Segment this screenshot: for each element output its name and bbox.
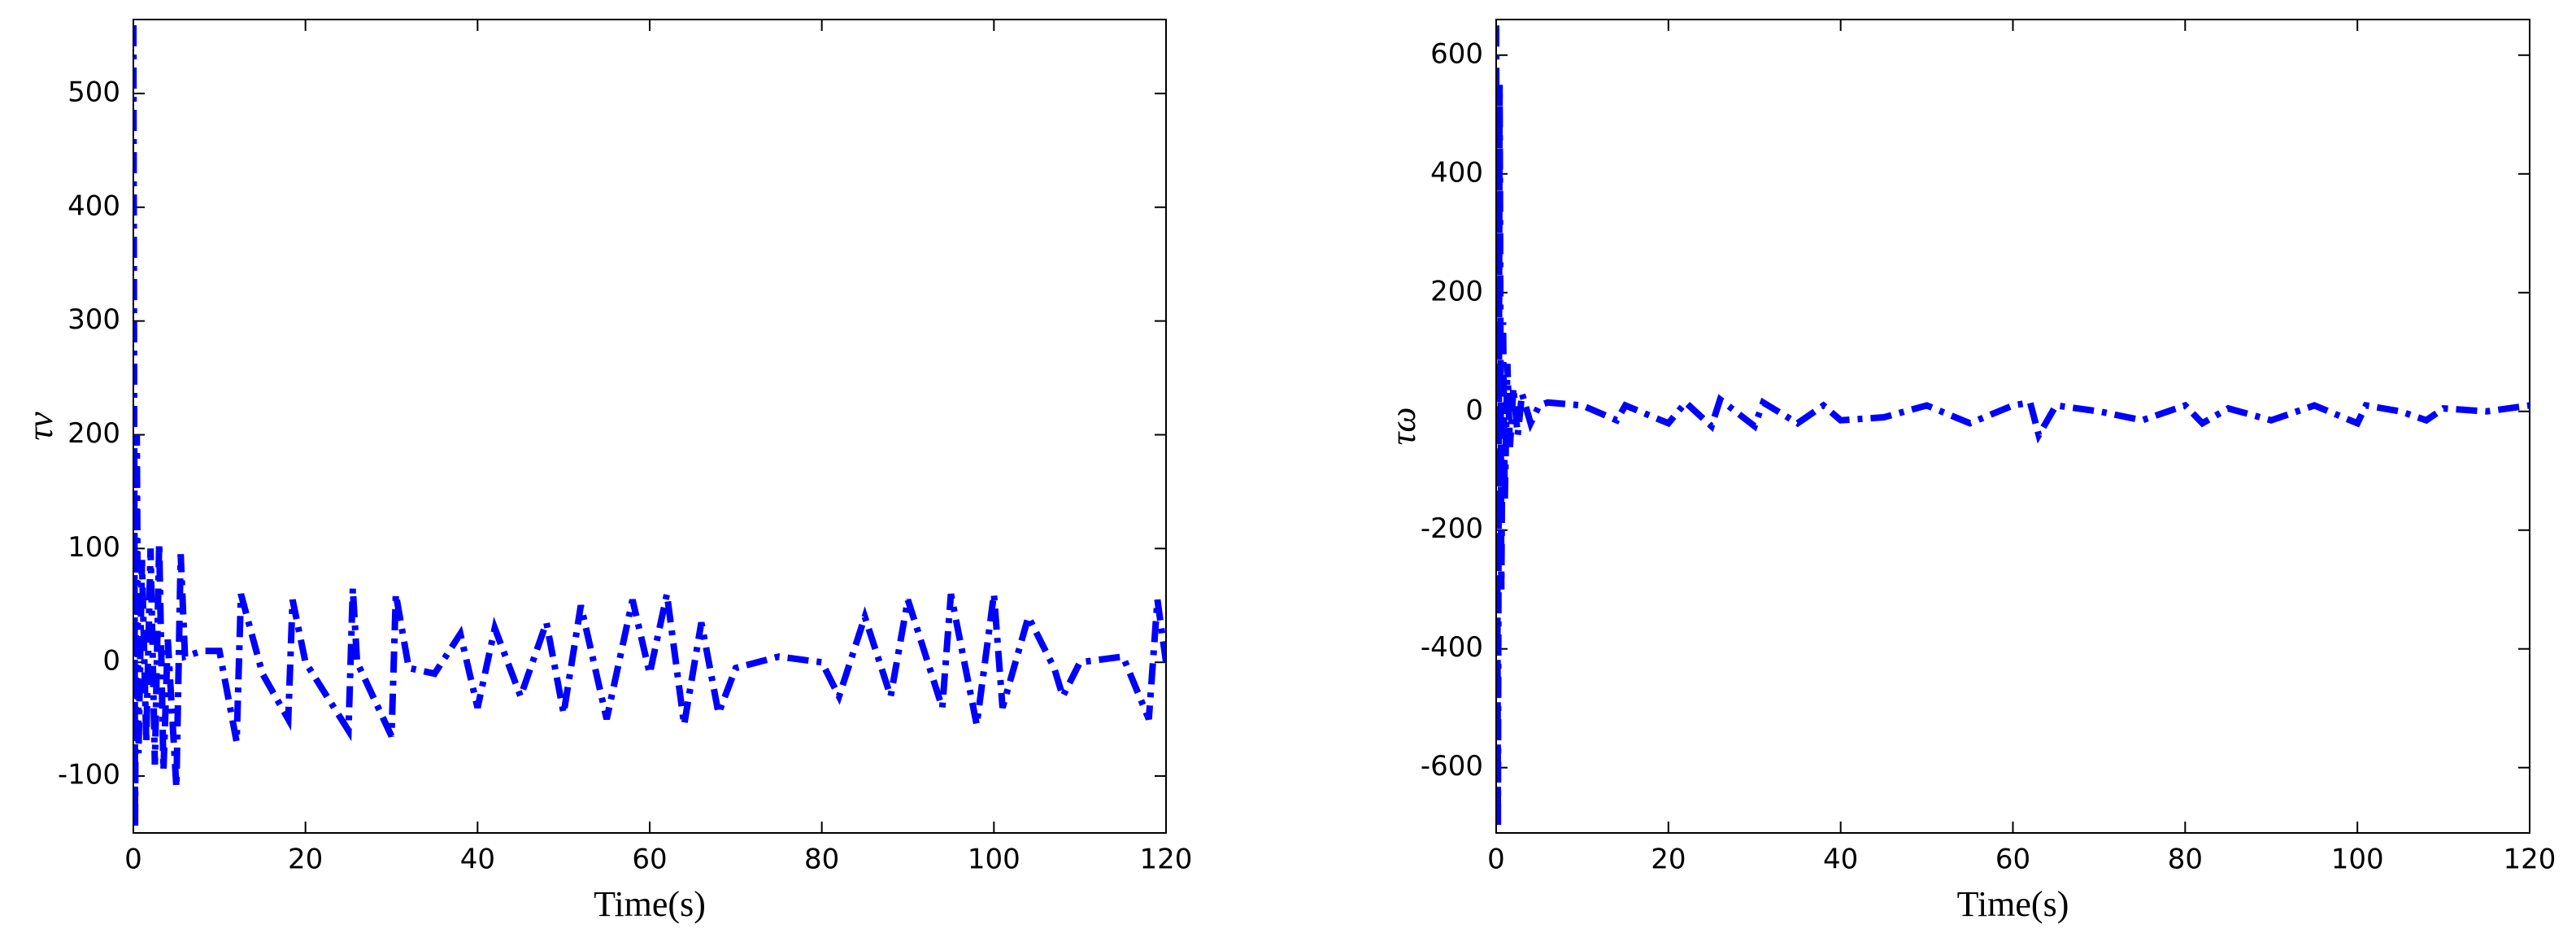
x-tick-label: 20 (288, 844, 323, 876)
y-tick-label: 0 (102, 645, 120, 678)
y-tick-label: 200 (1430, 275, 1483, 307)
x-tick-label: 100 (2331, 844, 2384, 876)
y-axis-label: τv (20, 412, 60, 441)
x-tick-label: 100 (968, 844, 1020, 876)
y-tick-label: 100 (67, 531, 120, 564)
x-axis-label: Time(s) (594, 884, 706, 924)
data-line (133, 24, 1166, 828)
x-tick-label: 0 (124, 844, 142, 876)
y-tick-label: 500 (67, 76, 120, 108)
x-tick-label: 120 (2504, 844, 2556, 876)
y-tick-label: 600 (1430, 37, 1483, 70)
x-tick-label: 40 (1823, 844, 1858, 876)
x-tick-label: 120 (1140, 844, 1193, 876)
y-tick-label: 200 (67, 417, 120, 450)
y-tick-label: 400 (67, 190, 120, 222)
y-tick-label: 400 (1430, 156, 1483, 189)
data-line (1496, 25, 2530, 827)
y-axis-label: τω (1383, 408, 1423, 446)
x-tick-label: 0 (1487, 844, 1505, 876)
x-tick-label: 60 (1995, 844, 2030, 876)
y-tick-label: -100 (58, 759, 120, 791)
axes-box (133, 19, 1167, 834)
y-tick-label: -400 (1421, 631, 1483, 664)
x-tick-label: 80 (2168, 844, 2203, 876)
y-tick-label: -200 (1421, 512, 1483, 545)
x-tick-label: 40 (460, 844, 495, 876)
y-tick-label: 300 (67, 303, 120, 336)
y-tick-label: -600 (1421, 750, 1483, 783)
x-axis-label: Time(s) (1957, 884, 2069, 924)
x-tick-label: 60 (632, 844, 667, 876)
axes-box (1495, 19, 2530, 834)
x-tick-label: 20 (1651, 844, 1686, 876)
y-tick-label: 0 (1465, 394, 1483, 426)
x-tick-label: 80 (804, 844, 839, 876)
